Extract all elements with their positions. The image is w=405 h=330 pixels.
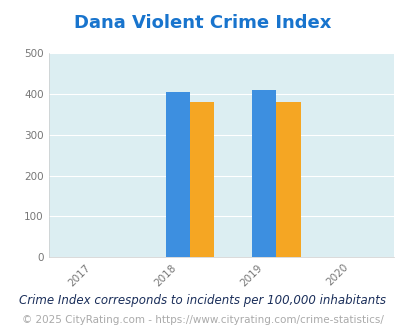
Bar	[276, 102, 300, 257]
Text: Crime Index corresponds to incidents per 100,000 inhabitants: Crime Index corresponds to incidents per…	[19, 294, 386, 307]
Bar	[252, 90, 276, 257]
Bar	[190, 102, 214, 257]
Bar	[166, 92, 190, 257]
Text: Dana Violent Crime Index: Dana Violent Crime Index	[74, 14, 331, 32]
Text: © 2025 CityRating.com - https://www.cityrating.com/crime-statistics/: © 2025 CityRating.com - https://www.city…	[22, 315, 383, 325]
